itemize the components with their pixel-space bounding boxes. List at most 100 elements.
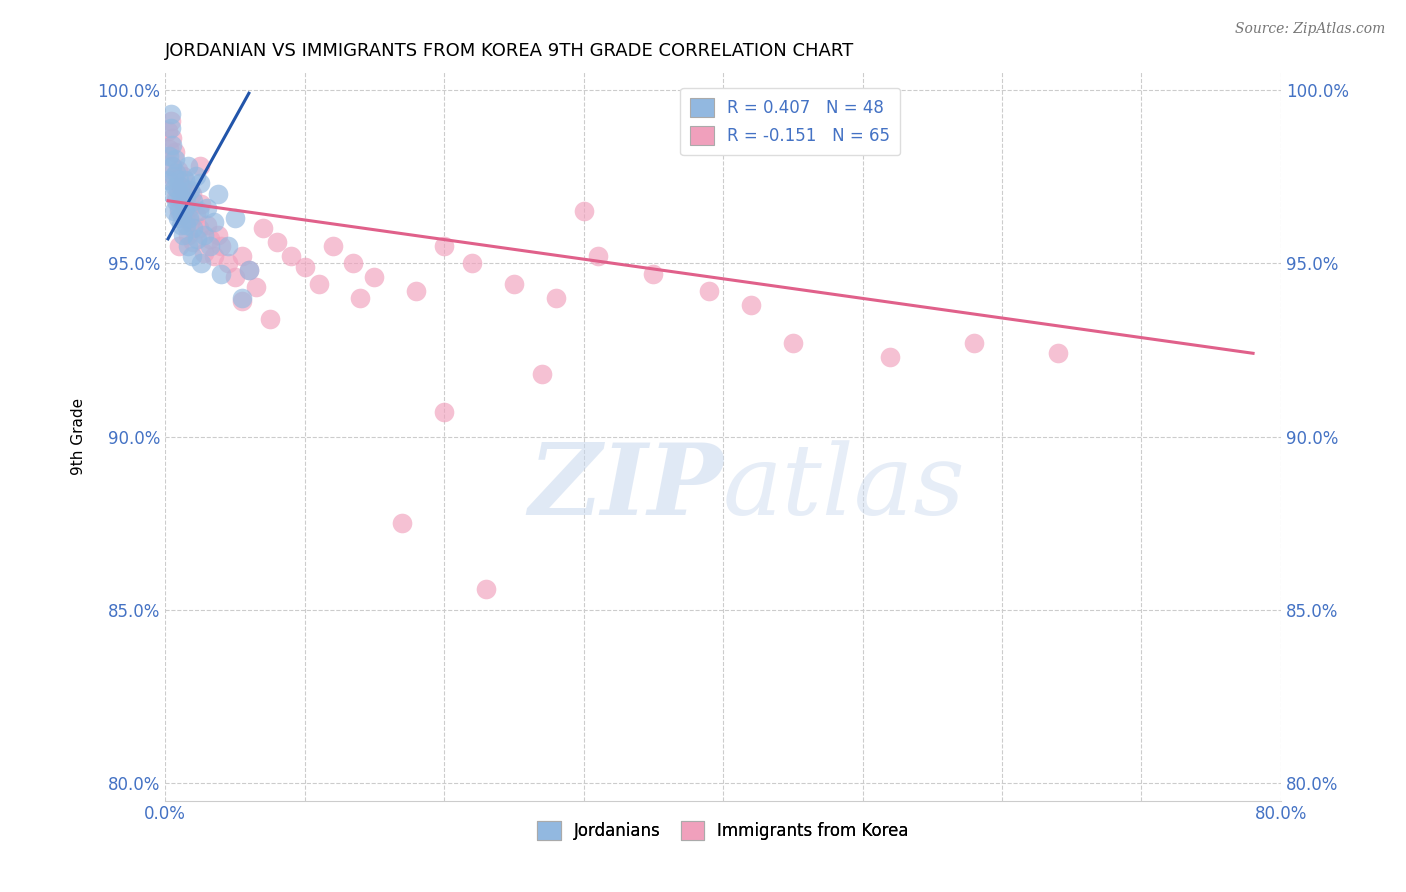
Point bbox=[162, 173, 184, 187]
Point bbox=[193, 228, 215, 243]
Point bbox=[195, 218, 218, 232]
Text: ZIP: ZIP bbox=[529, 439, 723, 536]
Point bbox=[190, 197, 212, 211]
Point bbox=[322, 239, 344, 253]
Point bbox=[181, 194, 204, 208]
Point bbox=[165, 194, 187, 208]
Point bbox=[252, 221, 274, 235]
Point bbox=[174, 183, 197, 197]
Point bbox=[308, 277, 330, 291]
Point bbox=[169, 190, 191, 204]
Point bbox=[266, 235, 288, 250]
Point bbox=[174, 190, 197, 204]
Point bbox=[169, 218, 191, 232]
Point bbox=[188, 177, 211, 191]
Point bbox=[697, 284, 720, 298]
Point bbox=[190, 256, 212, 270]
Point bbox=[186, 232, 208, 246]
Point bbox=[259, 311, 281, 326]
Point bbox=[162, 204, 184, 219]
Point bbox=[159, 107, 181, 121]
Point bbox=[162, 169, 184, 184]
Point bbox=[179, 214, 201, 228]
Text: atlas: atlas bbox=[723, 440, 966, 535]
Y-axis label: 9th Grade: 9th Grade bbox=[72, 398, 86, 475]
Point bbox=[530, 367, 553, 381]
Point bbox=[173, 211, 195, 225]
Point bbox=[172, 169, 194, 184]
Point bbox=[207, 228, 229, 243]
Point bbox=[963, 335, 986, 350]
Point bbox=[586, 249, 609, 263]
Point bbox=[198, 232, 221, 246]
Point bbox=[187, 221, 209, 235]
Point bbox=[170, 194, 193, 208]
Point bbox=[217, 239, 239, 253]
Point bbox=[245, 280, 267, 294]
Point bbox=[176, 239, 198, 253]
Point bbox=[224, 211, 246, 225]
Point bbox=[294, 260, 316, 274]
Point bbox=[502, 277, 524, 291]
Point bbox=[166, 211, 188, 225]
Point bbox=[172, 228, 194, 243]
Point bbox=[177, 201, 200, 215]
Point bbox=[159, 120, 181, 135]
Point bbox=[193, 245, 215, 260]
Point bbox=[163, 179, 186, 194]
Point bbox=[174, 218, 197, 232]
Point bbox=[217, 256, 239, 270]
Point bbox=[177, 211, 200, 225]
Point bbox=[224, 270, 246, 285]
Text: Source: ZipAtlas.com: Source: ZipAtlas.com bbox=[1234, 22, 1385, 37]
Point bbox=[475, 582, 498, 596]
Point bbox=[349, 291, 371, 305]
Point bbox=[165, 190, 187, 204]
Point bbox=[1046, 346, 1069, 360]
Point bbox=[173, 173, 195, 187]
Point bbox=[238, 263, 260, 277]
Point bbox=[159, 114, 181, 128]
Point bbox=[184, 208, 207, 222]
Point bbox=[195, 201, 218, 215]
Point bbox=[166, 183, 188, 197]
Point bbox=[167, 173, 190, 187]
Point bbox=[157, 148, 180, 162]
Point bbox=[180, 249, 202, 263]
Point bbox=[170, 208, 193, 222]
Point bbox=[181, 221, 204, 235]
Point bbox=[173, 201, 195, 215]
Point bbox=[165, 166, 187, 180]
Point bbox=[163, 145, 186, 160]
Point bbox=[207, 186, 229, 201]
Point bbox=[782, 335, 804, 350]
Point bbox=[160, 138, 183, 153]
Point bbox=[209, 267, 232, 281]
Point bbox=[433, 239, 456, 253]
Point bbox=[342, 256, 364, 270]
Point bbox=[167, 204, 190, 219]
Point bbox=[740, 298, 762, 312]
Point bbox=[179, 183, 201, 197]
Point bbox=[187, 204, 209, 219]
Point bbox=[643, 267, 665, 281]
Point bbox=[198, 239, 221, 253]
Text: JORDANIAN VS IMMIGRANTS FROM KOREA 9TH GRADE CORRELATION CHART: JORDANIAN VS IMMIGRANTS FROM KOREA 9TH G… bbox=[166, 42, 855, 60]
Point bbox=[184, 169, 207, 184]
Point bbox=[167, 239, 190, 253]
Point bbox=[160, 186, 183, 201]
Legend: Jordanians, Immigrants from Korea: Jordanians, Immigrants from Korea bbox=[530, 814, 915, 847]
Point bbox=[176, 159, 198, 173]
Point bbox=[363, 270, 385, 285]
Point bbox=[231, 249, 253, 263]
Point bbox=[209, 239, 232, 253]
Point bbox=[170, 179, 193, 194]
Point bbox=[231, 294, 253, 309]
Point bbox=[160, 131, 183, 145]
Point bbox=[572, 204, 595, 219]
Point bbox=[156, 124, 179, 138]
Point bbox=[238, 263, 260, 277]
Point bbox=[202, 249, 225, 263]
Point bbox=[160, 159, 183, 173]
Point bbox=[169, 179, 191, 194]
